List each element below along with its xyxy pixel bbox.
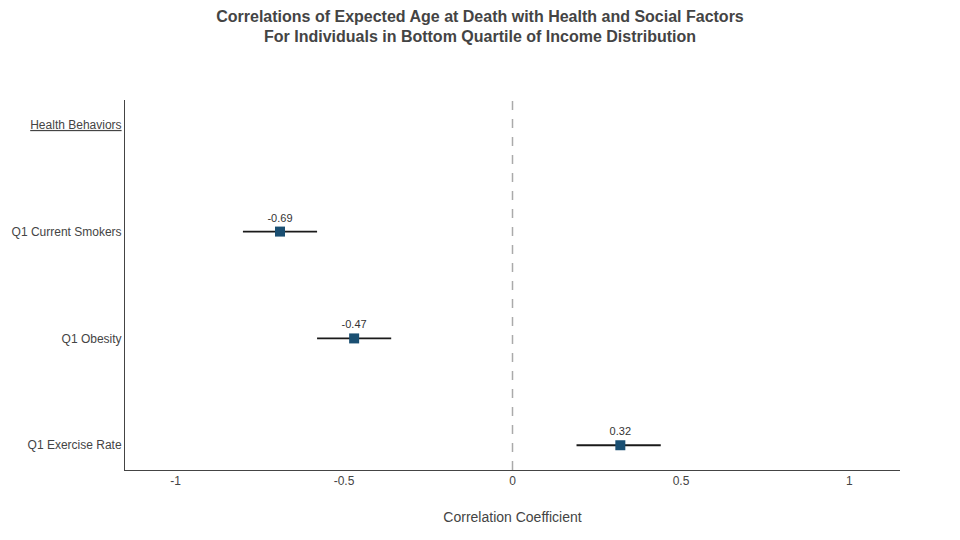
svg-text:-1: -1 [170, 474, 181, 488]
svg-text:-0.5: -0.5 [334, 474, 355, 488]
svg-text:Health Behaviors: Health Behaviors [30, 118, 121, 132]
svg-text:Q1 Exercise Rate: Q1 Exercise Rate [28, 438, 122, 452]
svg-text:0.32: 0.32 [610, 425, 631, 437]
svg-text:1: 1 [846, 474, 853, 488]
svg-text:Q1 Current Smokers: Q1 Current Smokers [12, 225, 122, 239]
svg-text:Correlation Coefficient: Correlation Coefficient [443, 509, 581, 525]
svg-text:-0.47: -0.47 [342, 318, 367, 330]
svg-text:Correlations of Expected Age a: Correlations of Expected Age at Death wi… [216, 8, 744, 46]
svg-text:0: 0 [509, 474, 516, 488]
svg-text:-0.69: -0.69 [267, 212, 292, 224]
svg-text:0.5: 0.5 [673, 474, 690, 488]
svg-text:Q1 Obesity: Q1 Obesity [62, 332, 122, 346]
